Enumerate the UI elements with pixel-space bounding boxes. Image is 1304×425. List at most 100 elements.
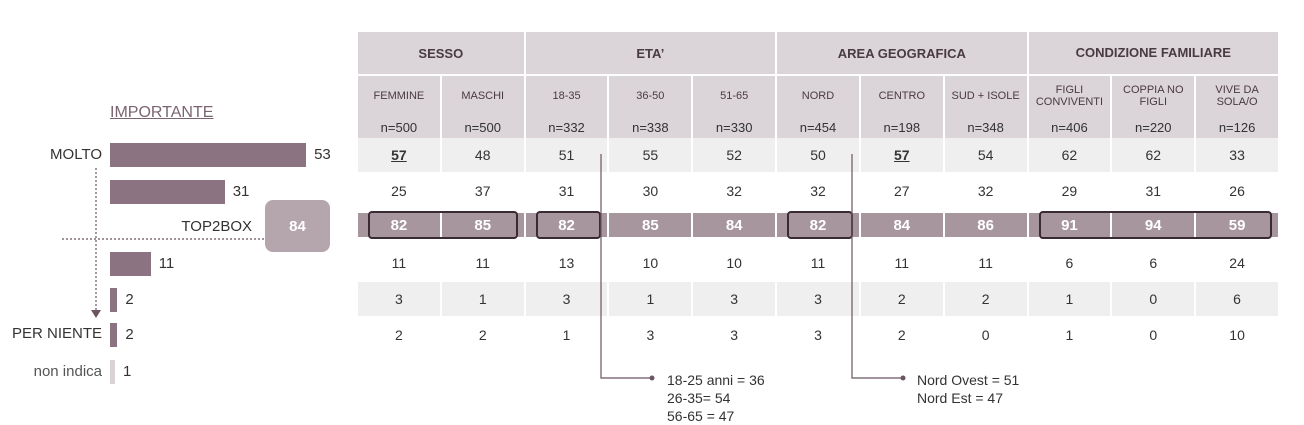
data-cell: 13: [526, 246, 610, 280]
column-header: 18-35: [525, 76, 610, 116]
row-label-molto: MOLTO: [50, 146, 102, 163]
data-cell: 50: [777, 138, 861, 172]
sample-size: n=330: [693, 116, 778, 138]
data-cell: 2: [358, 318, 442, 352]
data-cell: 85: [609, 213, 694, 237]
group-header: AREA GEOGRAFICA: [777, 32, 1029, 74]
bar: [110, 323, 118, 347]
top2box-badge: 84: [265, 200, 330, 252]
data-cell: 84: [861, 213, 945, 237]
data-cell: 3: [777, 318, 861, 352]
data-cell: 1: [609, 282, 694, 316]
sample-size: n=338: [609, 116, 694, 138]
column-header: FIGLI CONVIVENTI: [1028, 76, 1113, 116]
bar-value-label: 53: [314, 146, 331, 163]
sample-size: n=406: [1028, 116, 1113, 138]
top2box-label: TOP2BOX: [181, 218, 252, 235]
data-cell: 2: [945, 282, 1029, 316]
sample-size: n=454: [777, 116, 861, 138]
data-cell: 30: [609, 174, 694, 208]
data-cell: 0: [945, 318, 1029, 352]
data-cell: 11: [945, 246, 1029, 280]
chart-title: IMPORTANTE: [110, 104, 214, 121]
data-cell: 57: [358, 138, 442, 172]
bar: [110, 143, 307, 167]
data-cell: 0: [1112, 282, 1197, 316]
bar-value-label: 11: [158, 255, 175, 272]
group-header: SESSO: [358, 32, 526, 74]
data-cell: 3: [777, 282, 861, 316]
data-cell: 52: [693, 138, 778, 172]
sample-size: n=348: [944, 116, 1029, 138]
column-header: SUD + ISOLE: [944, 76, 1029, 116]
column-header: FEMMINE: [358, 76, 442, 116]
data-cell: 3: [693, 318, 778, 352]
data-cell: 6: [1112, 246, 1197, 280]
data-cell: 24: [1196, 246, 1280, 280]
data-cell: 10: [609, 246, 694, 280]
row-stripe: [358, 138, 1280, 172]
data-cell: 31: [1112, 174, 1197, 208]
data-cell: 3: [526, 282, 610, 316]
data-cell: 6: [1029, 246, 1113, 280]
data-cell: 86: [945, 213, 1029, 237]
data-cell: 51: [526, 138, 610, 172]
data-cell: 82: [358, 213, 442, 237]
data-cell: 26: [1196, 174, 1280, 208]
data-cell: 62: [1112, 138, 1197, 172]
crosstab-table: SESSO ETA’ AREA GEOGRAFICA CONDIZIONE FAMIL…: [358, 32, 1280, 362]
row-label-per-niente: PER NIENTE: [11, 325, 102, 342]
bar-value-label: 31: [232, 183, 250, 200]
significance-box: [1038, 211, 1272, 239]
data-cell: 2: [861, 318, 945, 352]
data-cell: 2: [442, 318, 526, 352]
data-cell: 6: [1196, 282, 1280, 316]
age-note-line: 18-25 anni = 36: [667, 372, 765, 388]
sample-size: n=198: [860, 116, 945, 138]
data-cell: 33: [1196, 138, 1280, 172]
bar: [110, 252, 151, 276]
data-cell: 27: [861, 174, 945, 208]
group-header: ETA’: [525, 32, 778, 74]
age-note: 18-25 anni = 36 26-35= 54 56-65 = 47: [667, 371, 765, 425]
sample-size: n=500: [441, 116, 526, 138]
data-cell: 11: [442, 246, 526, 280]
data-cell: 82: [526, 213, 610, 237]
row-label-non-indica: non indica: [33, 363, 102, 380]
sample-size: n=500: [358, 116, 442, 138]
sample-size: n=126: [1196, 116, 1280, 138]
data-cell: 55: [609, 138, 694, 172]
data-cell: 1: [1029, 282, 1113, 316]
data-cell: 1: [1029, 318, 1113, 352]
age-note-line: 56-65 = 47: [667, 408, 735, 424]
data-cell: 10: [1196, 318, 1280, 352]
significance-box: [368, 211, 518, 239]
bar: [110, 180, 225, 204]
column-header: CENTRO: [860, 76, 945, 116]
data-cell: 57: [861, 138, 945, 172]
data-cell: 0: [1112, 318, 1197, 352]
data-cell: 32: [945, 174, 1029, 208]
data-cell: 25: [358, 174, 442, 208]
data-cell: 84: [693, 213, 778, 237]
header-divider: [358, 74, 1280, 76]
data-cell: 32: [777, 174, 861, 208]
data-cell: 3: [358, 282, 442, 316]
column-header: 51-65: [693, 76, 778, 116]
data-cell: 62: [1029, 138, 1113, 172]
column-header: VIVE DA SOLA/O: [1196, 76, 1280, 116]
data-cell: 2: [861, 282, 945, 316]
sample-size: n=220: [1112, 116, 1197, 138]
data-cell: 48: [442, 138, 526, 172]
column-header: MASCHI: [441, 76, 526, 116]
data-cell: 37: [442, 174, 526, 208]
data-cell: 29: [1029, 174, 1113, 208]
bar-value-label: 2: [125, 291, 134, 308]
sample-size: n=332: [525, 116, 610, 138]
group-header: CONDIZIONE FAMILIARE: [1028, 32, 1280, 74]
data-cell: 1: [526, 318, 610, 352]
column-header: COPPIA NO FIGLI: [1112, 76, 1197, 116]
top2box-row: [358, 213, 1280, 237]
data-cell: 32: [693, 174, 778, 208]
bar: [110, 360, 115, 384]
